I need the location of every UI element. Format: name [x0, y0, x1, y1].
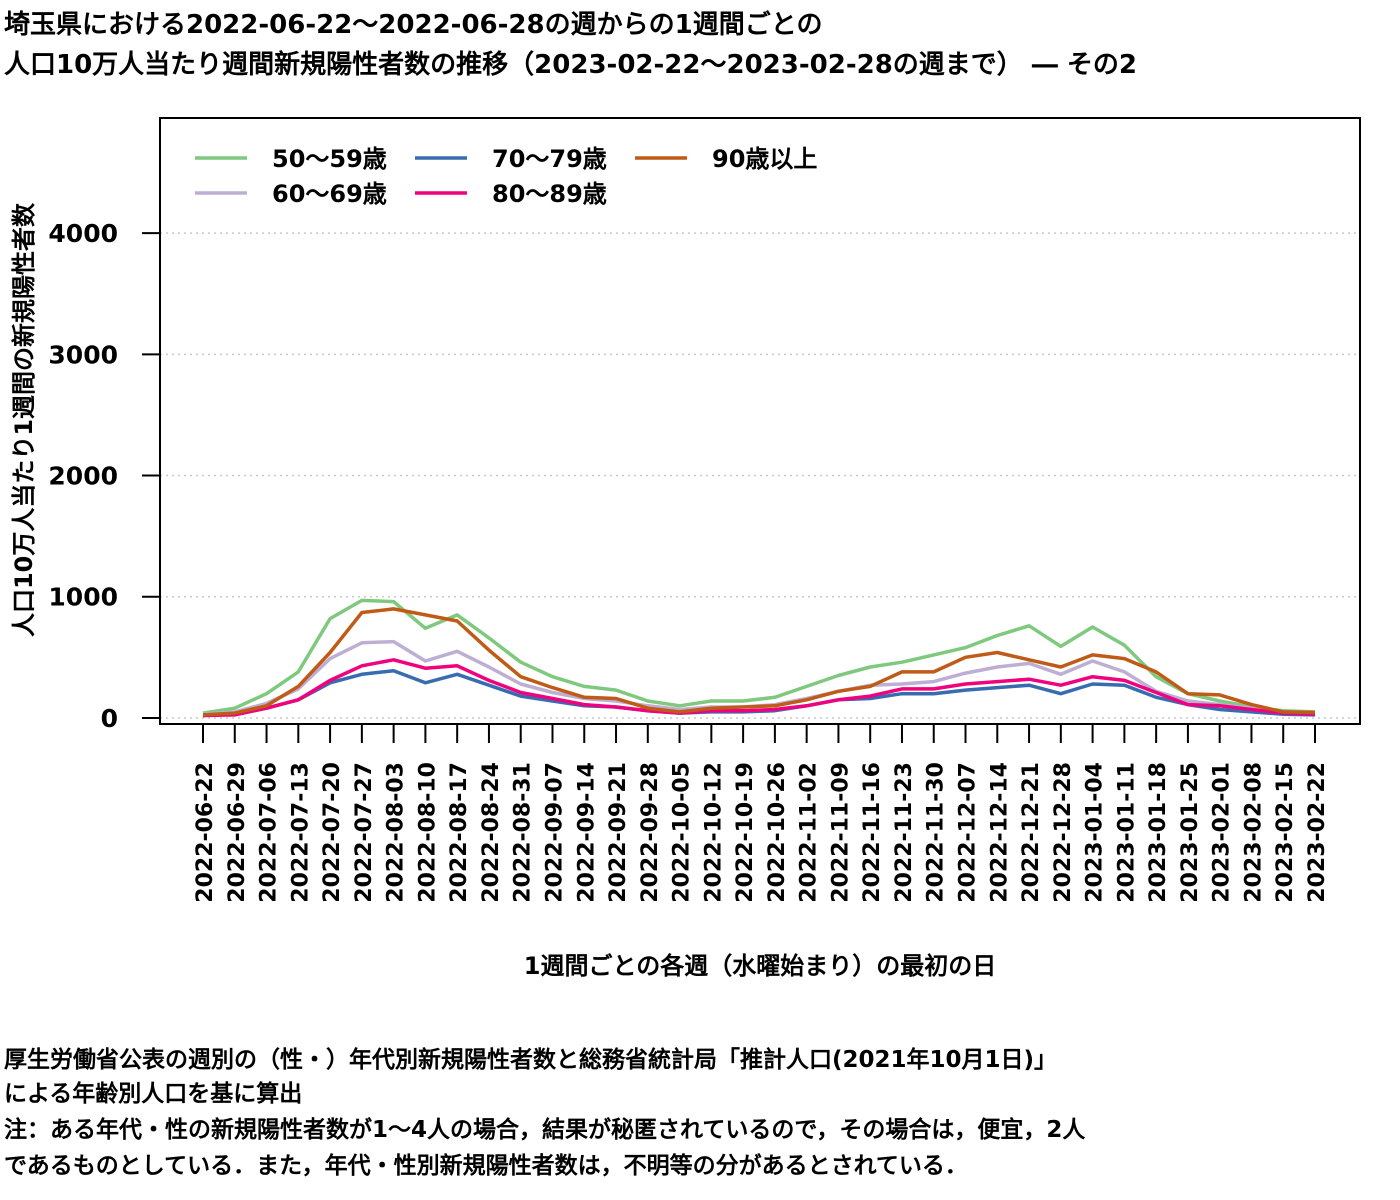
gridlines	[160, 232, 1360, 719]
x-tick-label: 2022-08-24	[479, 762, 504, 903]
x-tick-label: 2022-10-12	[701, 762, 726, 903]
series-line	[202, 639, 1316, 717]
x-tick-label: 2022-12-21	[1019, 762, 1044, 903]
x-tick-label: 2023-02-15	[1273, 762, 1298, 903]
series-line	[202, 607, 1316, 717]
x-tick-label: 2023-01-25	[1178, 762, 1203, 903]
x-tick-label: 2022-11-09	[828, 762, 853, 903]
legend-label: 50～59歳	[272, 145, 387, 173]
x-tick-label: 2023-01-11	[1114, 762, 1139, 903]
x-tick-label: 2022-06-29	[225, 762, 250, 903]
series-line	[202, 598, 1316, 715]
x-tick-label: 2022-10-26	[765, 762, 790, 903]
x-tick-label: 2022-11-02	[797, 762, 822, 903]
x-axis-label: 1週間ごとの各週（水曜始まり）の最初の日	[524, 952, 996, 980]
x-tick-label: 2022-08-03	[384, 762, 409, 903]
x-axis: 2022-06-22 2022-06-29 2022-07-06 2022-07-13…	[193, 724, 1330, 903]
x-tick-label: 2022-10-05	[670, 762, 695, 903]
chart-title-line-1: 埼玉県における2022-06-22～2022-06-28の週からの1週間ごとの	[4, 10, 823, 40]
x-tick-label: 2022-11-23	[892, 762, 917, 903]
x-tick-label: 2023-01-04	[1083, 762, 1108, 903]
x-tick-label: 2023-01-18	[1146, 762, 1171, 903]
x-tick-label: 2022-11-16	[860, 762, 885, 903]
x-tick-label: 2022-07-27	[352, 762, 377, 903]
series-lines	[202, 598, 1316, 718]
x-tick-label: 2023-02-22	[1305, 762, 1330, 903]
x-tick-label: 2022-09-07	[542, 762, 567, 903]
x-tick-label: 2022-07-20	[320, 762, 345, 903]
y-tick-label: 2000	[48, 462, 118, 491]
source-note-line-1: 厚生労働省公表の週別の（性・）年代別新規陽性者数と総務省統計局「推計人口(202…	[4, 1047, 1058, 1073]
y-axis-label: 人口10万人当たり1週間の新規陽性者数	[10, 202, 38, 637]
source-note-line-2: による年齢別人口を基に算出	[4, 1081, 303, 1107]
x-tick-label: 2022-11-30	[924, 762, 949, 903]
x-tick-label: 2022-12-07	[956, 762, 981, 903]
legend-label: 90歳以上	[712, 145, 817, 173]
legend-label: 60～69歳	[272, 180, 387, 208]
plot-frame	[159, 117, 1361, 725]
chart-title-line-2: 人口10万人当たり週間新規陽性者数の推移（2023-02-22～2023-02-…	[4, 50, 1137, 80]
legend-label: 80～89歳	[492, 180, 607, 208]
legend-label: 70～79歳	[492, 145, 607, 173]
x-tick-label: 2022-12-14	[987, 762, 1012, 903]
y-axis: 0 1000 2000 3000 4000	[48, 219, 160, 733]
y-tick-label: 4000	[48, 219, 118, 248]
y-tick-label: 3000	[48, 340, 118, 369]
x-tick-label: 2023-02-01	[1210, 762, 1235, 903]
series-line	[202, 658, 1316, 718]
x-tick-label: 2022-08-10	[415, 762, 440, 903]
x-tick-label: 2022-07-06	[257, 762, 282, 903]
footnote-line-1: 注：ある年代・性の新規陽性者数が1～4人の場合，結果が秘匿されているので，その場…	[4, 1117, 1086, 1143]
x-tick-label: 2022-08-17	[447, 762, 472, 903]
x-tick-label: 2022-09-21	[606, 762, 631, 903]
x-tick-label: 2022-08-31	[511, 762, 536, 903]
x-tick-label: 2022-09-14	[574, 762, 599, 903]
y-tick-label: 1000	[48, 583, 118, 612]
x-tick-label: 2022-07-13	[288, 762, 313, 903]
legend: 50～59歳 60～69歳 70～79歳 80～89歳 90歳以上	[195, 145, 817, 208]
footnote-line-2: であるものとしている．また，年代・性別新規陽性者数は，不明等の分があるとされてい…	[4, 1153, 968, 1179]
x-tick-label: 2022-10-19	[733, 762, 758, 903]
x-tick-label: 2023-02-08	[1241, 762, 1266, 903]
x-tick-label: 2022-06-22	[193, 762, 218, 903]
x-tick-label: 2022-09-28	[638, 762, 663, 903]
x-tick-label: 2022-12-28	[1051, 762, 1076, 903]
y-tick-label: 0	[101, 704, 118, 733]
